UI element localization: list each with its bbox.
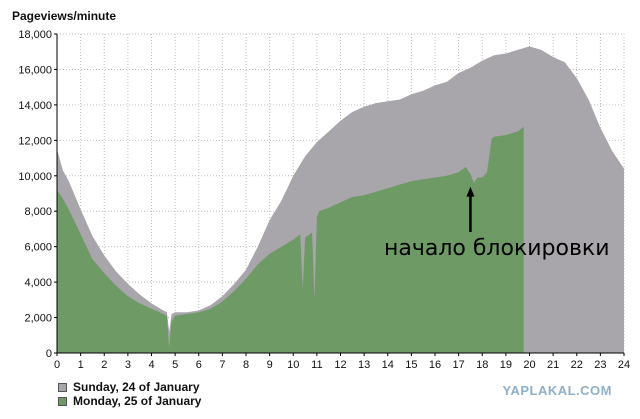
x-tick-label: 10 bbox=[287, 359, 299, 371]
legend-label-sunday: Sunday, 24 of January bbox=[73, 380, 200, 394]
x-tick-label: 15 bbox=[405, 359, 417, 371]
x-tick-label: 9 bbox=[267, 359, 273, 371]
x-tick-label: 23 bbox=[594, 359, 606, 371]
legend-swatch-sunday bbox=[58, 382, 67, 392]
y-tick-label: 4,000 bbox=[24, 277, 52, 289]
x-tick-label: 19 bbox=[500, 359, 512, 371]
x-tick-label: 18 bbox=[476, 359, 488, 371]
x-tick-label: 0 bbox=[54, 359, 60, 371]
annotation-arrow-head bbox=[466, 186, 475, 197]
series-areas bbox=[57, 46, 624, 354]
x-tick-label: 8 bbox=[243, 359, 249, 371]
x-tick-label: 14 bbox=[382, 359, 394, 371]
legend-label-monday: Monday, 25 of January bbox=[73, 394, 202, 408]
x-tick-label: 24 bbox=[618, 359, 630, 371]
x-tick-label: 21 bbox=[547, 359, 559, 371]
x-tick-label: 13 bbox=[358, 359, 370, 371]
legend-item-sunday: Sunday, 24 of January bbox=[58, 380, 201, 394]
legend: Sunday, 24 of January Monday, 25 of Janu… bbox=[58, 380, 201, 408]
y-tick-label: 6,000 bbox=[24, 242, 52, 254]
y-tick-label: 10,000 bbox=[18, 171, 52, 183]
y-tick-label: 2,000 bbox=[24, 313, 52, 325]
y-tick-label: 14,000 bbox=[18, 100, 52, 112]
x-tick-label: 22 bbox=[571, 359, 583, 371]
legend-swatch-monday bbox=[58, 396, 67, 406]
y-tick-label: 18,000 bbox=[18, 29, 52, 41]
x-tick-labels: 0 1 2 3 4 5 6 7 8 9 10 11 12 13 14 15 16 17 18 19 20 21 22 23 24 bbox=[54, 353, 630, 371]
y-tick-labels: 0 2,000 4,000 6,000 8,000 10,000 12,000 14,000 1… bbox=[18, 29, 57, 360]
x-tick-label: 7 bbox=[219, 359, 225, 371]
x-tick-label: 11 bbox=[311, 359, 322, 371]
x-tick-label: 20 bbox=[523, 359, 535, 371]
x-tick-label: 1 bbox=[78, 359, 84, 371]
annotation-arrow bbox=[466, 186, 475, 232]
watermark: YAPLAKAL.COM bbox=[502, 383, 612, 398]
x-tick-label: 16 bbox=[429, 359, 441, 371]
series-area-1 bbox=[57, 126, 524, 353]
y-tick-label: 12,000 bbox=[18, 135, 52, 147]
y-axis-label: Pageviews/minute bbox=[12, 9, 117, 23]
y-tick-label: 8,000 bbox=[24, 206, 52, 218]
x-tick-label: 3 bbox=[125, 359, 131, 371]
legend-item-monday: Monday, 25 of January bbox=[58, 394, 201, 408]
x-tick-label: 5 bbox=[172, 359, 178, 371]
y-tick-label: 16,000 bbox=[18, 64, 52, 76]
x-tick-label: 6 bbox=[196, 359, 202, 371]
y-tick-label: 0 bbox=[46, 348, 52, 360]
x-tick-label: 2 bbox=[101, 359, 107, 371]
x-tick-label: 12 bbox=[334, 359, 346, 371]
x-tick-label: 4 bbox=[148, 359, 154, 371]
annotation-label: начало блокировки bbox=[384, 236, 610, 261]
x-tick-label: 17 bbox=[453, 359, 465, 371]
